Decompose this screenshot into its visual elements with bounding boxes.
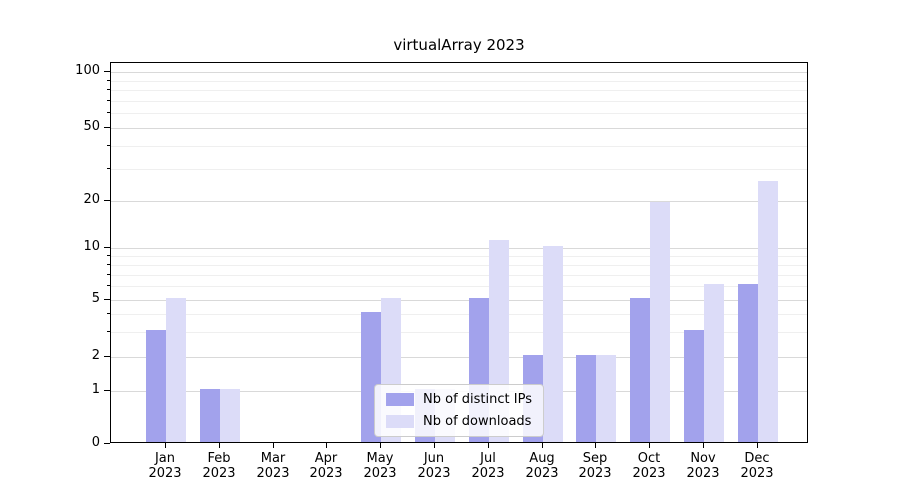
- y-tick-label-100: 100: [75, 63, 100, 78]
- gridline-minor: [111, 81, 807, 82]
- legend-item-distinct-ips: Nb of distinct IPs: [386, 392, 532, 407]
- gridline-minor: [111, 314, 807, 315]
- y-tick-mark: [104, 200, 110, 201]
- y-tick-mark: [104, 127, 110, 128]
- x-tick-mark: [542, 443, 543, 448]
- gridline-minor: [111, 101, 807, 102]
- y-tick-mark: [104, 356, 110, 357]
- y-tick-label-20: 20: [83, 192, 100, 207]
- x-tick-mark: [434, 443, 435, 448]
- gridline-minor: [111, 169, 807, 170]
- x-tick-mark: [649, 443, 650, 448]
- y-tick-mark-minor: [107, 274, 110, 275]
- bar-downloads-sep-2023: [596, 355, 616, 442]
- gridline-major: [111, 201, 807, 202]
- bar-ips-jan-2023: [146, 330, 166, 442]
- bar-downloads-nov-2023: [704, 284, 724, 442]
- y-tick-mark-minor: [107, 100, 110, 101]
- gridline-minor: [111, 286, 807, 287]
- x-tick-label-aug: Aug 2023: [525, 451, 559, 481]
- y-tick-label-50: 50: [83, 119, 100, 134]
- gridline-minor: [111, 256, 807, 257]
- x-tick-label-dec: Dec 2023: [740, 451, 774, 481]
- legend-item-downloads: Nb of downloads: [386, 414, 532, 429]
- bar-downloads-aug-2023: [543, 246, 563, 442]
- chart-title: virtualArray 2023: [393, 36, 525, 54]
- bar-downloads-jan-2023: [166, 298, 186, 442]
- bar-downloads-oct-2023: [650, 202, 670, 442]
- legend-label-distinct-ips: Nb of distinct IPs: [423, 392, 532, 407]
- bar-ips-dec-2023: [738, 284, 758, 442]
- legend-swatch-downloads: [386, 415, 415, 428]
- x-tick-mark: [273, 443, 274, 448]
- x-tick-label-apr: Apr 2023: [309, 451, 343, 481]
- bar-ips-sep-2023: [576, 355, 596, 442]
- x-tick-label-mar: Mar 2023: [256, 451, 290, 481]
- x-tick-label-sep: Sep 2023: [578, 451, 612, 481]
- y-tick-mark-minor: [107, 255, 110, 256]
- x-tick-mark: [757, 443, 758, 448]
- y-tick-mark-minor: [107, 264, 110, 265]
- legend-label-downloads: Nb of downloads: [423, 414, 532, 429]
- x-tick-label-jan: Jan 2023: [148, 451, 182, 481]
- y-tick-mark-minor: [107, 313, 110, 314]
- x-tick-mark: [488, 443, 489, 448]
- gridline-major: [111, 72, 807, 73]
- x-tick-mark: [165, 443, 166, 448]
- y-tick-mark-minor: [107, 331, 110, 332]
- y-tick-mark: [104, 71, 110, 72]
- x-tick-mark: [703, 443, 704, 448]
- y-tick-label-10: 10: [83, 239, 100, 254]
- y-tick-mark: [104, 443, 110, 444]
- gridline-major: [111, 128, 807, 129]
- gridline-minor: [111, 113, 807, 114]
- legend: Nb of distinct IPs Nb of downloads: [374, 384, 544, 437]
- y-tick-mark: [104, 247, 110, 248]
- bar-ips-nov-2023: [684, 330, 704, 442]
- y-tick-label-5: 5: [91, 291, 100, 306]
- gridline-minor: [111, 265, 807, 266]
- y-tick-mark-minor: [107, 80, 110, 81]
- x-tick-mark: [219, 443, 220, 448]
- x-tick-mark: [326, 443, 327, 448]
- y-tick-mark-minor: [107, 168, 110, 169]
- y-tick-mark-minor: [107, 145, 110, 146]
- gridline-minor: [111, 90, 807, 91]
- y-tick-mark: [104, 299, 110, 300]
- x-tick-label-feb: Feb 2023: [202, 451, 236, 481]
- plot-area: Nb of distinct IPs Nb of downloads: [110, 62, 808, 443]
- bar-downloads-feb-2023: [220, 389, 240, 442]
- y-tick-mark-minor: [107, 112, 110, 113]
- bar-ips-feb-2023: [200, 389, 220, 442]
- x-tick-label-jun: Jun 2023: [417, 451, 451, 481]
- y-tick-mark-minor: [107, 89, 110, 90]
- y-tick-label-2: 2: [91, 348, 100, 363]
- gridline-major: [111, 248, 807, 249]
- gridline-minor: [111, 332, 807, 333]
- gridline-minor: [111, 146, 807, 147]
- bar-ips-oct-2023: [630, 298, 650, 442]
- x-tick-label-oct: Oct 2023: [632, 451, 666, 481]
- y-tick-mark: [104, 390, 110, 391]
- y-tick-label-0: 0: [91, 435, 100, 450]
- x-tick-mark: [595, 443, 596, 448]
- y-tick-label-1: 1: [91, 382, 100, 397]
- x-tick-label-may: May 2023: [363, 451, 397, 481]
- gridline-major: [111, 357, 807, 358]
- y-tick-mark-minor: [107, 285, 110, 286]
- x-tick-mark: [380, 443, 381, 448]
- bar-downloads-dec-2023: [758, 181, 778, 442]
- legend-swatch-distinct-ips: [386, 393, 415, 406]
- x-tick-label-nov: Nov 2023: [686, 451, 720, 481]
- gridline-major: [111, 300, 807, 301]
- gridline-minor: [111, 275, 807, 276]
- x-tick-label-jul: Jul 2023: [471, 451, 505, 481]
